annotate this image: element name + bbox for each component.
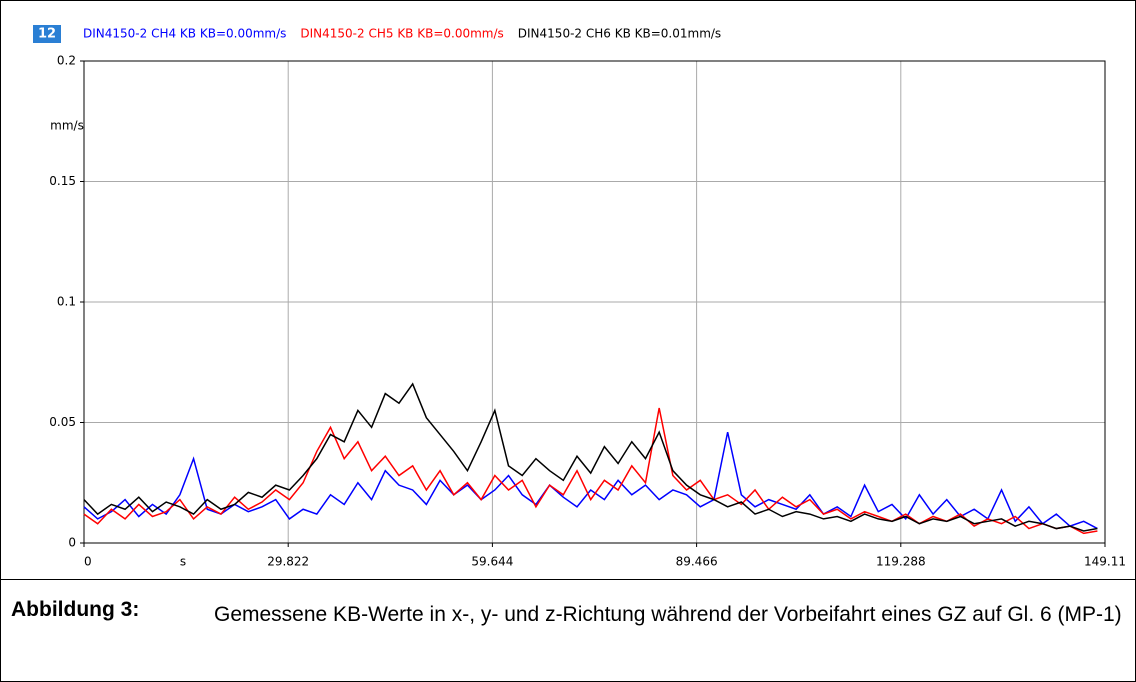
- series-line: [83, 407, 1098, 535]
- y-tick-label: 0.1: [57, 295, 76, 309]
- x-unit: s: [180, 555, 186, 569]
- series-line: [83, 431, 1098, 530]
- legend-entry: DIN4150-2 CH5 KB KB=0.00mm/s: [300, 27, 503, 41]
- y-unit: mm/s: [50, 119, 84, 133]
- legend-entry: DIN4150-2 CH4 KB KB=0.00mm/s: [83, 27, 286, 41]
- caption-label: Abbildung 3:: [11, 598, 140, 621]
- x-tick-label: 0: [84, 555, 92, 569]
- y-tick-label: 0: [68, 536, 76, 550]
- x-tick-label: 29.822: [267, 555, 309, 569]
- caption-text: Gemessene KB-Werte in x-, y- und z-Richt…: [214, 603, 1122, 626]
- x-tick-label: 119.288: [876, 555, 926, 569]
- plot-frame: [83, 60, 1106, 544]
- series-line: [83, 382, 1098, 532]
- y-tick-label: 0.15: [49, 174, 76, 188]
- x-tick-label: 149.11: [1084, 555, 1126, 569]
- chart: 12 mm/s s 0 0.05 0.1 0.15 0.2 0 29.822 59.644 89…: [33, 25, 1126, 569]
- x-tick-label: 59.644: [471, 555, 513, 569]
- caption: Abbildung 3: Gemessene KB-Werte in x-, y…: [1, 579, 1135, 681]
- panel-number: 12: [38, 27, 56, 42]
- y-tick-label: 0.05: [49, 415, 76, 429]
- x-tick-label: 89.466: [676, 555, 718, 569]
- y-tick-label: 0.2: [57, 54, 76, 68]
- legend-entry: DIN4150-2 CH6 KB KB=0.01mm/s: [518, 27, 721, 41]
- panel-badge: [33, 25, 61, 43]
